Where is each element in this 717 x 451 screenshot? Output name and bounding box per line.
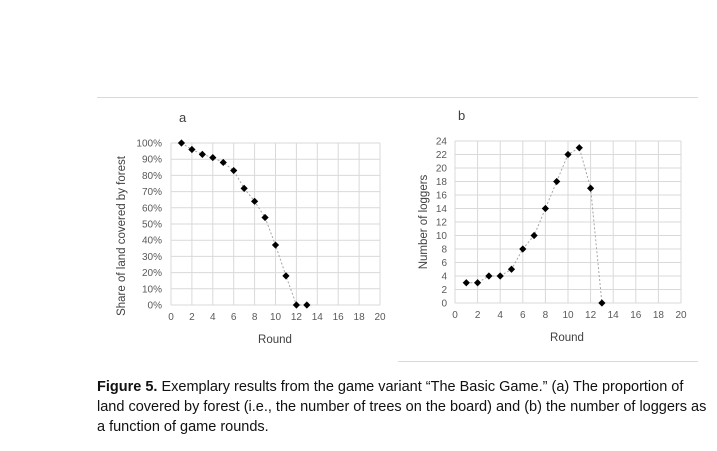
panel-a-x-tick-label: 2 [189,312,195,323]
panel-a-y-tick-label: 0% [148,301,163,312]
panel-a-y-tick-label: 40% [142,236,162,247]
panel-a-y-tick-label: 90% [142,155,162,166]
panel-b-data-point [474,279,482,287]
panel-b-data-point [507,265,516,273]
panel-a-data-point [271,241,280,249]
panel-a-data-point [303,301,311,309]
panel-b-x-tick-label: 16 [630,310,642,321]
panel-b-data-point [575,144,583,152]
panel-a-x-tick-label: 18 [354,312,366,323]
panel-b-x-tick-label: 0 [452,310,458,321]
panel-a-data-point [230,166,238,175]
caption-label: Figure 5. [97,379,158,395]
panel-a-x-axis-title: Round [258,334,292,346]
panel-b-data-point [564,150,572,159]
panel-a-y-axis-title: Share of land covered by forest [116,155,128,316]
panel-b-y-tick-label: 24 [436,137,448,148]
panel-a-data-point [219,158,227,167]
panel-a-data-point [251,197,259,205]
caption-text: Exemplary results from the game variant … [97,379,707,435]
panel-a-x-tick-label: 0 [168,312,174,323]
panel-a-y-tick-label: 10% [142,284,162,295]
panel-b-y-tick-label: 4 [441,272,447,283]
panel-a-y-tick-label: 100% [136,139,162,150]
panel-a-x-tick-label: 4 [210,312,216,323]
panel-a-data-point [240,184,248,192]
panel-b-series-line [466,146,603,304]
panel-b-data-point [598,299,606,307]
panel-a-data-point [177,139,186,147]
panel-b-y-tick-label: 6 [441,258,447,269]
panel-b-y-tick-label: 22 [436,150,448,161]
panel-b-x-tick-label: 10 [562,310,574,321]
panel-b-letter: b [458,108,465,123]
panel-b-x-tick-label: 20 [675,310,687,321]
panel-a-data-point [188,145,196,154]
panel-b-x-tick-label: 6 [520,310,526,321]
panel-a-x-tick-label: 10 [270,312,282,323]
panel-b-data-point [462,279,470,287]
panel-a-x-tick-label: 12 [291,312,303,323]
panel-a-x-tick-label: 16 [333,312,345,323]
panel-b-y-tick-label: 20 [436,164,448,175]
panel-b-x-tick-label: 8 [543,310,549,321]
panel-a-x-tick-label: 6 [231,312,237,323]
panel-b-y-tick-label: 0 [441,299,447,310]
panel-b-x-tick-label: 12 [585,310,597,321]
panel-a-x-tick-label: 8 [252,312,258,323]
panel-b-data-point [587,184,595,192]
panel-b-data-point [496,272,504,280]
panel-a-y-tick-label: 20% [142,268,162,279]
panel-b-y-tick-label: 12 [436,218,448,229]
panel-b-x-tick-label: 14 [608,310,620,321]
panel-b-y-tick-label: 16 [436,191,448,202]
panel-a-data-point [282,272,290,280]
panel-b-x-tick-label: 2 [475,310,481,321]
panel-a-y-tick-label: 70% [142,187,162,198]
panel-a-data-point [292,301,300,309]
panel-a-data-point [198,150,206,158]
panel-b-data-point [485,272,493,280]
top-divider [97,97,698,98]
panel-a-x-tick-label: 14 [312,312,324,323]
panel-a-data-point [209,153,217,162]
panel-a-data-point [261,213,269,222]
panel-b-data-point [530,231,538,240]
panel-b-x-tick-label: 4 [497,310,503,321]
panel-b-data-point [541,204,549,213]
panel-a-y-tick-label: 80% [142,171,162,182]
panel-a-y-tick-label: 60% [142,203,162,214]
figure-caption: Figure 5. Exemplary results from the gam… [97,377,707,437]
panel-b-x-axis-title: Round [550,332,584,344]
panel-b-data-point [519,245,527,253]
panel-b-y-tick-label: 2 [441,285,447,296]
panel-a-y-tick-label: 30% [142,252,162,263]
panel-b-y-tick-label: 10 [436,231,448,242]
panel-a-letter: a [179,110,187,125]
panel-b-y-tick-label: 8 [441,245,447,256]
panel-b-y-axis-title: Number of loggers [418,174,430,269]
panel-b-y-tick-label: 18 [436,177,448,188]
panel-a-x-tick-label: 20 [374,312,386,323]
panel-b-x-tick-label: 18 [653,310,665,321]
panel-a-y-tick-label: 50% [142,220,162,231]
panel-b-y-tick-label: 14 [436,204,448,215]
bottom-divider [398,361,698,362]
panel-b-data-point [553,177,561,186]
